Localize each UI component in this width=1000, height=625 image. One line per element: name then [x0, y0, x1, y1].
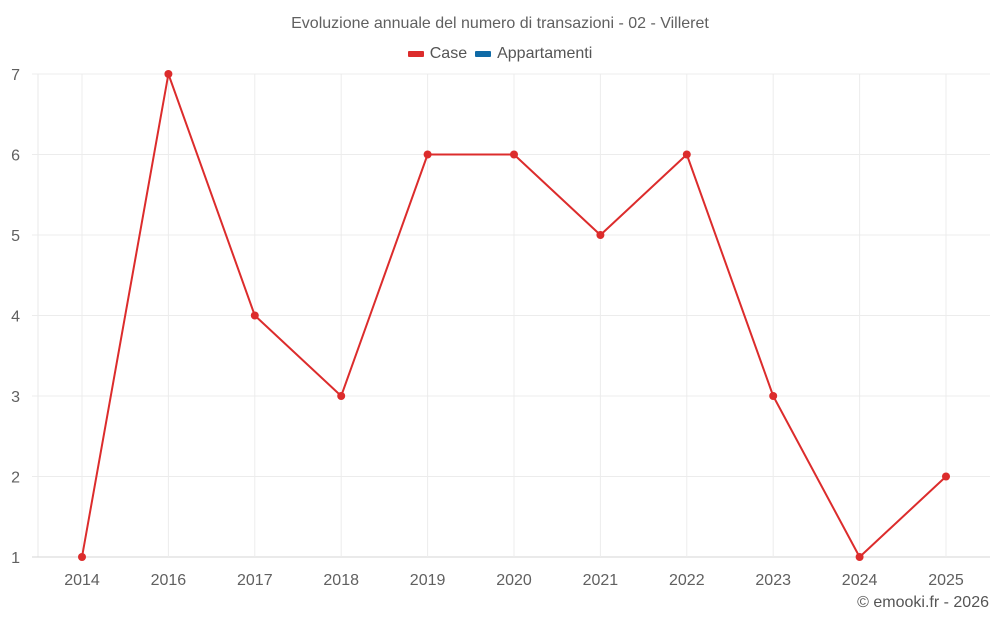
y-axis: 1 2 3 4 5 6 7: [11, 67, 20, 567]
legend-item-case[interactable]: Case: [407, 45, 468, 63]
y-tick-label: 5: [11, 228, 20, 245]
chart-title: Evoluzione annuale del numero di transaz…: [291, 15, 709, 32]
legend-item-appartamenti[interactable]: Appartamenti: [475, 45, 592, 63]
x-tick-label: 2022: [669, 572, 705, 589]
x-tick-label: 2024: [842, 572, 878, 589]
credit-text: © emooki.fr - 2026: [857, 594, 989, 611]
data-point[interactable]: [682, 150, 691, 159]
legend-swatch-case: [407, 51, 424, 57]
x-tick-label: 2020: [496, 572, 532, 589]
series-case: [78, 70, 950, 561]
y-tick-label: 2: [11, 470, 20, 487]
legend-label-appartamenti: Appartamenti: [497, 45, 593, 62]
y-tick-label: 1: [11, 550, 20, 567]
data-point[interactable]: [423, 150, 432, 159]
data-point[interactable]: [855, 553, 864, 561]
x-tick-label: 2018: [323, 572, 359, 589]
data-point[interactable]: [164, 70, 173, 78]
x-axis: 2014 2016 2017 2018 2019 2020 2021 2022 2023 2024…: [64, 572, 964, 589]
x-tick-label: 2025: [928, 572, 964, 589]
y-tick-label: 7: [11, 67, 20, 84]
x-tick-label: 2019: [410, 572, 446, 589]
legend-swatch-appartamenti: [475, 51, 492, 57]
data-point[interactable]: [942, 472, 950, 481]
data-point[interactable]: [769, 392, 778, 400]
data-point[interactable]: [510, 150, 518, 159]
x-tick-label: 2023: [755, 572, 791, 589]
x-tick-label: 2017: [237, 572, 273, 589]
data-point[interactable]: [250, 311, 259, 320]
x-tick-label: 2021: [583, 572, 619, 589]
x-tick-label: 2014: [64, 572, 100, 589]
data-point[interactable]: [337, 392, 346, 400]
y-tick-label: 3: [11, 389, 20, 406]
data-point[interactable]: [596, 231, 605, 239]
chart-legend: Case Appartamenti: [0, 45, 1000, 63]
x-tick-label: 2016: [151, 572, 187, 589]
y-tick-label: 4: [11, 309, 20, 326]
legend-label-case: Case: [429, 45, 468, 62]
grid-lines: [32, 73, 990, 558]
data-point[interactable]: [78, 553, 86, 561]
y-tick-label: 6: [11, 148, 20, 165]
